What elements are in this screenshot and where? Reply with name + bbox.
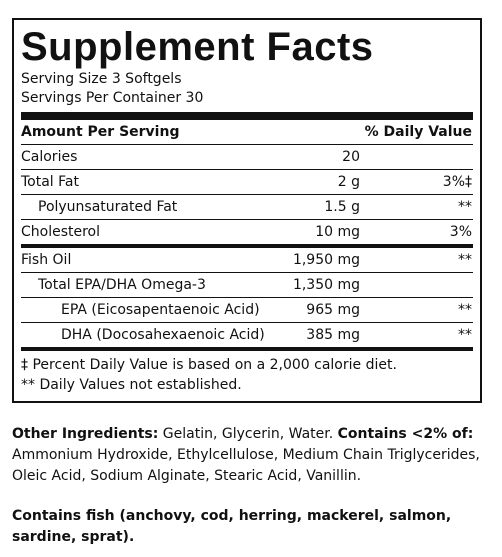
other-ingredients-text: Gelatin, Glycerin, Water.: [158, 426, 338, 442]
nutrient-dv: **: [458, 252, 472, 268]
nutrient-amount: 10 mg: [315, 224, 360, 240]
nutrient-row: DHA (Docosahexaenoic Acid) 385 mg **: [21, 323, 473, 347]
nutrient-dv: **: [458, 199, 472, 215]
supplement-facts-panel: Supplement Facts Serving Size 3 Softgels…: [12, 18, 482, 403]
serving-size: Serving Size 3 Softgels: [21, 71, 182, 87]
nutrient-amount: 2 g: [337, 174, 360, 190]
nutrient-dv: 3%‡: [442, 174, 472, 190]
nutrient-name: Polyunsaturated Fat: [38, 199, 178, 215]
footnote-daily-value: ‡ Percent Daily Value is based on a 2,00…: [21, 357, 397, 373]
nutrient-amount: 965 mg: [306, 302, 360, 318]
nutrient-amount: 20: [342, 149, 360, 165]
nutrient-row: Total EPA/DHA Omega-3 1,350 mg: [21, 273, 473, 298]
nutrient-row: EPA (Eicosapentaenoic Acid) 965 mg **: [21, 298, 473, 323]
daily-value-label: % Daily Value: [364, 124, 472, 140]
nutrient-dv: 3%: [449, 224, 472, 240]
nutrient-dv: **: [458, 327, 472, 343]
nutrient-name: DHA (Docosahexaenoic Acid): [61, 327, 265, 343]
allergen-statement: Contains fish (anchovy, cod, herring, ma…: [12, 508, 452, 545]
nutrient-row: Fish Oil 1,950 mg **: [21, 248, 473, 273]
divider-medium: [21, 244, 473, 248]
nutrient-dv: **: [458, 302, 472, 318]
nutrient-amount: 1,350 mg: [292, 277, 360, 293]
contains-less-label: Contains <2% of:: [337, 426, 474, 442]
other-ingredients-label: Other Ingredients:: [12, 426, 159, 442]
nutrient-name: Total EPA/DHA Omega-3: [38, 277, 206, 293]
nutrient-row: Cholesterol 10 mg 3%: [21, 220, 473, 244]
nutrient-row: Total Fat 2 g 3%‡: [21, 170, 473, 195]
nutrient-name: Calories: [21, 149, 78, 165]
nutrient-name: Fish Oil: [21, 252, 72, 268]
header-row: Amount Per Serving % Daily Value: [21, 120, 473, 145]
panel-title: Supplement Facts: [21, 25, 374, 69]
footnotes: ‡ Percent Daily Value is based on a 2,00…: [21, 351, 473, 401]
footnote-not-established: ** Daily Values not established.: [21, 377, 242, 393]
divider-thick: [21, 112, 473, 120]
nutrient-amount: 385 mg: [306, 327, 360, 343]
nutrient-name: EPA (Eicosapentaenoic Acid): [61, 302, 260, 318]
nutrient-row: Polyunsaturated Fat 1.5 g **: [21, 195, 473, 220]
servings-per-container: Servings Per Container 30: [21, 90, 204, 106]
divider-medium: [21, 347, 473, 351]
nutrient-amount: 1.5 g: [324, 199, 360, 215]
nutrient-name: Total Fat: [21, 174, 79, 190]
nutrient-row: Calories 20: [21, 145, 473, 170]
contains-less-text: Ammonium Hydroxide, Ethylcellulose, Medi…: [12, 447, 480, 484]
amount-per-serving-label: Amount Per Serving: [21, 124, 180, 140]
other-ingredients: Other Ingredients: Gelatin, Glycerin, Wa…: [12, 424, 490, 487]
nutrient-amount: 1,950 mg: [292, 252, 360, 268]
nutrient-name: Cholesterol: [21, 224, 101, 240]
